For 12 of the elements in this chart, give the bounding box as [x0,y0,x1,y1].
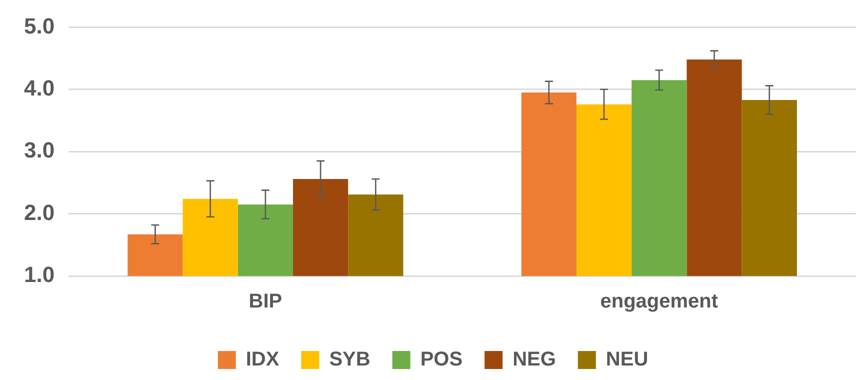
y-tick-label: 4.0 [24,75,55,100]
x-tick-label: engagement [600,290,718,313]
legend-label: SYB [329,348,370,371]
legend-label: NEU [606,348,648,371]
y-tick-label: 5.0 [24,13,55,38]
y-tick-label: 1.0 [24,262,55,288]
x-tick-label: BIP [248,290,282,313]
y-tick-label: 3.0 [24,138,55,163]
legend-label: IDX [246,348,280,371]
legend-label: POS [420,348,463,371]
legend-label: NEG [512,348,556,371]
y-tick-label: 2.0 [24,200,55,225]
